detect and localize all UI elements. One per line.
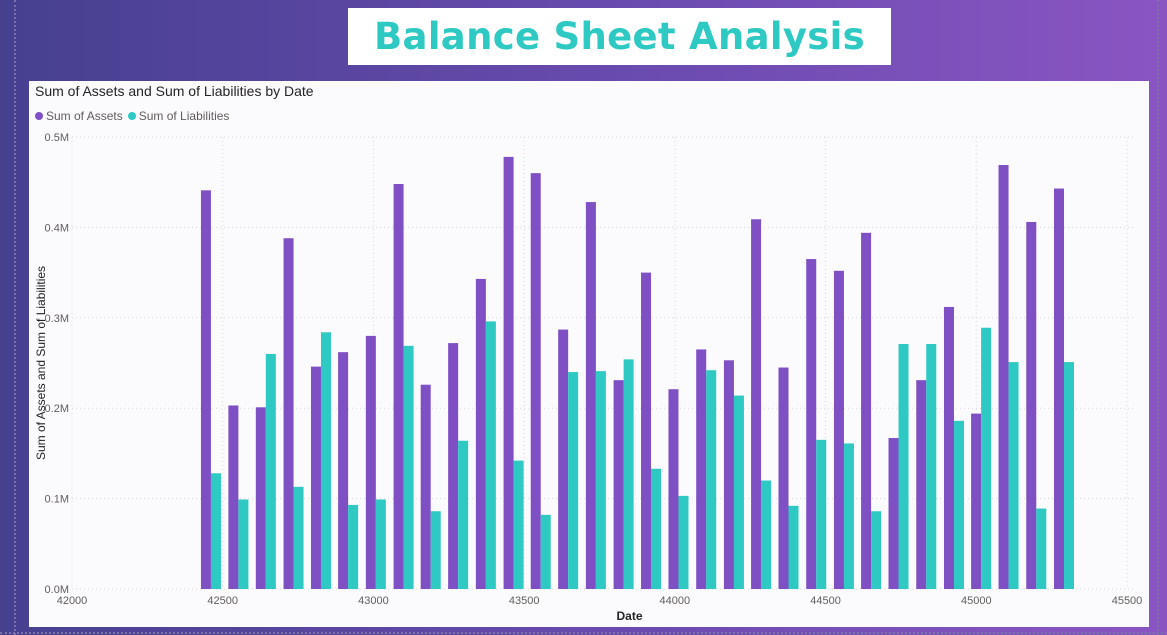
x-tick-label: 45000	[961, 595, 992, 607]
bar-liabilities	[293, 486, 304, 589]
bar-assets	[916, 380, 927, 589]
bar-assets	[861, 232, 872, 589]
x-tick-label: 44000	[660, 595, 691, 607]
legend-item-assets[interactable]: Sum of Assets	[35, 109, 123, 123]
bar-liabilities	[953, 420, 964, 589]
chart-plot[interactable]: 0.0M 0.1M 0.2M 0.3M 0.4M 0.5M 42000 42500 43000 4…	[29, 81, 1149, 627]
bar-assets	[420, 384, 431, 589]
bar-liabilities	[871, 511, 882, 589]
bar-assets	[751, 219, 762, 589]
bar-assets	[310, 366, 321, 589]
canvas-border-right	[1157, 0, 1159, 635]
bar-assets	[998, 165, 1009, 590]
bar-assets	[696, 349, 707, 589]
bar-liabilities	[981, 327, 992, 589]
title-box: Balance Sheet Analysis	[348, 8, 891, 65]
y-axis-title: Sum of Assets and Sum of Liabilities	[34, 266, 48, 460]
bar-liabilities	[706, 370, 717, 589]
bar-assets	[668, 389, 679, 589]
bar-liabilities	[1064, 362, 1075, 589]
bar-liabilities	[788, 505, 799, 589]
bar-liabilities	[761, 480, 772, 589]
bar-liabilities	[568, 372, 579, 589]
bar-liabilities	[678, 495, 689, 589]
bar-assets	[228, 405, 239, 589]
bar-liabilities	[238, 499, 249, 589]
bar-assets	[448, 343, 459, 589]
y-tick-label: 0.0M	[45, 584, 69, 596]
chart-legend[interactable]: Sum of Assets Sum of Liabilities	[35, 109, 234, 123]
page-title: Balance Sheet Analysis	[374, 15, 865, 58]
x-tick-label: 45500	[1112, 595, 1143, 607]
bar-assets	[833, 270, 844, 589]
x-tick-label: 42000	[57, 595, 88, 607]
legend-item-liabilities[interactable]: Sum of Liabilities	[127, 109, 230, 123]
bar-assets	[723, 360, 734, 589]
bar-liabilities	[898, 344, 909, 589]
bar-liabilities	[816, 439, 827, 589]
bar-assets	[888, 438, 899, 589]
bar-liabilities	[513, 460, 524, 589]
chart-card[interactable]: Sum of Assets and Sum of Liabilities by …	[29, 81, 1149, 627]
x-axis-title: Date	[616, 609, 642, 623]
bar-liabilities	[651, 468, 662, 589]
bar-liabilities	[843, 443, 854, 589]
bar-assets	[613, 380, 624, 589]
bar-liabilities	[926, 344, 937, 589]
bar-liabilities	[623, 359, 634, 589]
x-tick-label: 44500	[810, 595, 841, 607]
bar-assets	[503, 156, 514, 589]
bar-liabilities	[595, 371, 606, 589]
canvas-border-bottom	[0, 632, 1167, 634]
bar-liabilities	[403, 345, 414, 589]
bar-liabilities	[430, 511, 441, 589]
x-tick-label: 42500	[207, 595, 238, 607]
bar-assets	[1026, 221, 1037, 589]
bar-assets	[530, 173, 541, 589]
bar-liabilities	[458, 440, 469, 589]
bar-liabilities	[348, 504, 359, 589]
bar-liabilities	[733, 395, 744, 589]
bar-assets	[1054, 188, 1065, 589]
bar-assets	[365, 335, 376, 589]
bar-assets	[393, 184, 404, 589]
chart-title: Sum of Assets and Sum of Liabilities by …	[35, 83, 314, 99]
bar-assets	[200, 190, 211, 589]
bar-liabilities	[375, 499, 386, 589]
bar-assets	[475, 278, 486, 589]
bar-assets	[255, 407, 266, 589]
legend-dot-assets	[35, 112, 43, 120]
y-tick-label: 0.5M	[45, 132, 69, 144]
bar-liabilities	[1008, 362, 1019, 589]
legend-dot-liabilities	[127, 112, 136, 120]
bar-liabilities	[485, 321, 496, 589]
bar-liabilities	[1036, 508, 1047, 589]
bar-assets	[943, 306, 954, 589]
bar-assets	[558, 329, 569, 589]
bar-assets	[585, 202, 596, 589]
y-tick-label: 0.1M	[45, 494, 69, 506]
y-tick-label: 0.2M	[45, 403, 69, 415]
bar-assets	[338, 352, 349, 589]
bar-liabilities	[540, 514, 551, 589]
y-tick-label: 0.4M	[45, 222, 69, 234]
canvas-border-left	[14, 0, 16, 635]
bar-liabilities	[210, 473, 221, 589]
bar-liabilities	[320, 332, 331, 589]
bar-assets	[778, 367, 789, 589]
x-tick-label: 43000	[358, 595, 389, 607]
x-tick-label: 43500	[509, 595, 540, 607]
bar-assets	[283, 238, 294, 590]
bar-assets	[806, 259, 817, 589]
bar-liabilities	[265, 353, 276, 589]
legend-label-liabilities: Sum of Liabilities	[138, 109, 230, 123]
y-tick-label: 0.3M	[45, 313, 69, 325]
bar-assets	[641, 272, 652, 589]
bar-assets	[971, 413, 982, 589]
legend-label-assets: Sum of Assets	[46, 109, 123, 123]
